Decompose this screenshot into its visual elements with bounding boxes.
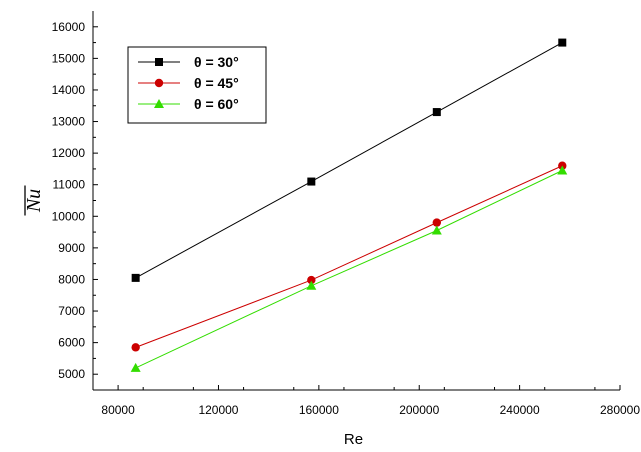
x-tick-label: 280000: [600, 403, 640, 417]
x-tick-label: 240000: [500, 403, 540, 417]
y-tick-label: 11000: [53, 178, 86, 192]
x-axis-title: Re: [344, 431, 363, 448]
axes: 5000 6000 7000 8000 9000 10000 11000 12000 13000…: [52, 11, 640, 417]
y-axis-title: Nu: [23, 189, 45, 213]
y-tick-label: 13000: [52, 115, 86, 129]
x-tick-label: 120000: [198, 403, 238, 417]
data-point: [558, 38, 567, 47]
y-tick-label: 14000: [52, 83, 86, 97]
series-3: [130, 165, 568, 372]
legend-label: θ = 30°: [194, 54, 239, 70]
y-tick-label: 5000: [58, 367, 85, 381]
data-point: [131, 343, 140, 352]
legend-marker: [154, 78, 164, 88]
data-point: [307, 275, 316, 285]
data-point: [432, 218, 442, 227]
data-point: [131, 273, 140, 282]
x-tick-label: 200000: [399, 403, 439, 417]
legend-entry: θ = 30°: [138, 54, 239, 70]
series-line: [135, 170, 563, 369]
data-point: [432, 108, 441, 117]
legend-label: θ = 60°: [194, 96, 239, 112]
data-point: [306, 280, 317, 290]
y-tick-label: 7000: [58, 304, 85, 318]
legend-entry: θ = 45°: [138, 75, 239, 91]
data-point: [431, 225, 442, 235]
legend-marker: [155, 58, 163, 66]
legend-label: θ = 45°: [194, 75, 239, 91]
y-tick-label: 16000: [52, 20, 86, 34]
y-tick-label: 9000: [58, 241, 85, 255]
y-tick-label: 6000: [58, 336, 85, 350]
y-tick-label: 10000: [52, 209, 86, 223]
y-tick-label: 12000: [52, 146, 86, 160]
y-tick-label: 8000: [58, 272, 85, 286]
legend-entry: θ = 60°: [138, 96, 239, 112]
data-point: [557, 165, 568, 175]
y-axis-title-group: Nu: [23, 185, 45, 216]
series-1: [131, 38, 567, 282]
series-line: [135, 42, 563, 279]
legend-marker: [154, 99, 164, 108]
data-point: [307, 177, 316, 186]
series-line: [135, 165, 563, 348]
legend: θ = 30° θ = 45° θ = 60°: [127, 46, 267, 124]
y-tick-label: 15000: [52, 51, 86, 65]
x-tick-label: 160000: [299, 403, 339, 417]
x-tick-label: 80000: [101, 403, 135, 417]
series-2: [131, 161, 567, 352]
data-point: [130, 362, 141, 372]
legend-box: [127, 46, 267, 124]
series-layer: [130, 38, 568, 372]
